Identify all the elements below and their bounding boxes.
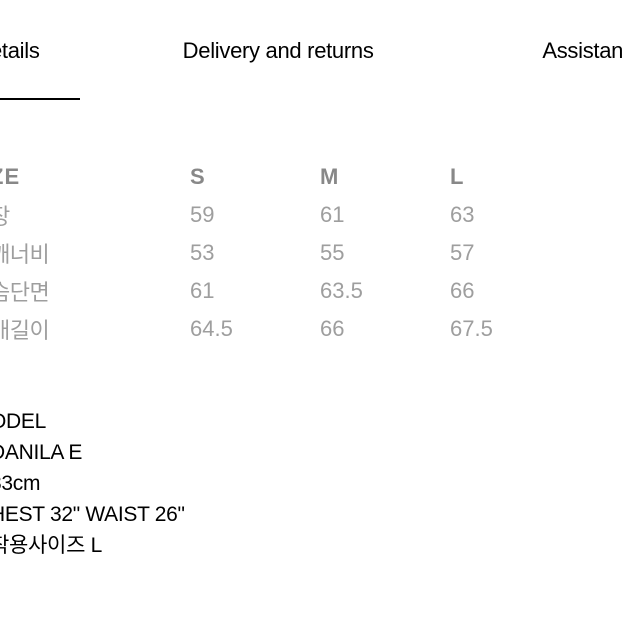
cell: 64.5	[190, 316, 320, 342]
cell: 61	[190, 278, 320, 304]
size-col-s: S	[190, 164, 320, 190]
table-row: 매길이 64.5 66 67.5	[0, 312, 640, 346]
cell: 61	[320, 202, 450, 228]
size-table: ZE S M L 장 59 61 63 깨너비 53 55 57 슴단면 61 …	[0, 160, 640, 346]
tab-delivery[interactable]: Delivery and returns	[183, 38, 408, 100]
cell: 57	[450, 240, 580, 266]
tab-underline	[0, 98, 80, 100]
table-row: 슴단면 61 63.5 66	[0, 274, 640, 308]
cell: 63	[450, 202, 580, 228]
model-line: DANILA E	[0, 437, 640, 468]
tab-assistance[interactable]: Assistan	[542, 38, 640, 100]
row-label: 깨너비	[0, 237, 190, 269]
model-line: HEST 32" WAIST 26"	[0, 499, 640, 530]
cell: 66	[450, 278, 580, 304]
tab-label: Assistan	[542, 38, 623, 63]
cell: 66	[320, 316, 450, 342]
tab-label: Delivery and returns	[183, 38, 374, 63]
tab-label: etails	[0, 38, 40, 63]
table-row: 장 59 61 63	[0, 198, 640, 232]
table-header-row: ZE S M L	[0, 160, 640, 194]
row-label: 매길이	[0, 313, 190, 345]
size-col-l: L	[450, 164, 580, 190]
row-label: 슴단면	[0, 275, 190, 307]
cell: 55	[320, 240, 450, 266]
model-line: ODEL	[0, 406, 640, 437]
cell: 67.5	[450, 316, 580, 342]
cell: 53	[190, 240, 320, 266]
size-header-label: ZE	[0, 164, 190, 190]
model-info: ODEL DANILA E 83cm HEST 32" WAIST 26" 착용…	[0, 406, 640, 561]
cell: 63.5	[320, 278, 450, 304]
row-label: 장	[0, 199, 190, 231]
table-row: 깨너비 53 55 57	[0, 236, 640, 270]
cell: 59	[190, 202, 320, 228]
model-line: 83cm	[0, 468, 640, 499]
tab-bar: etails Delivery and returns Assistan	[0, 0, 640, 100]
tab-details[interactable]: etails	[0, 38, 88, 100]
model-line: 착용사이즈 L	[0, 530, 640, 561]
size-col-m: M	[320, 164, 450, 190]
